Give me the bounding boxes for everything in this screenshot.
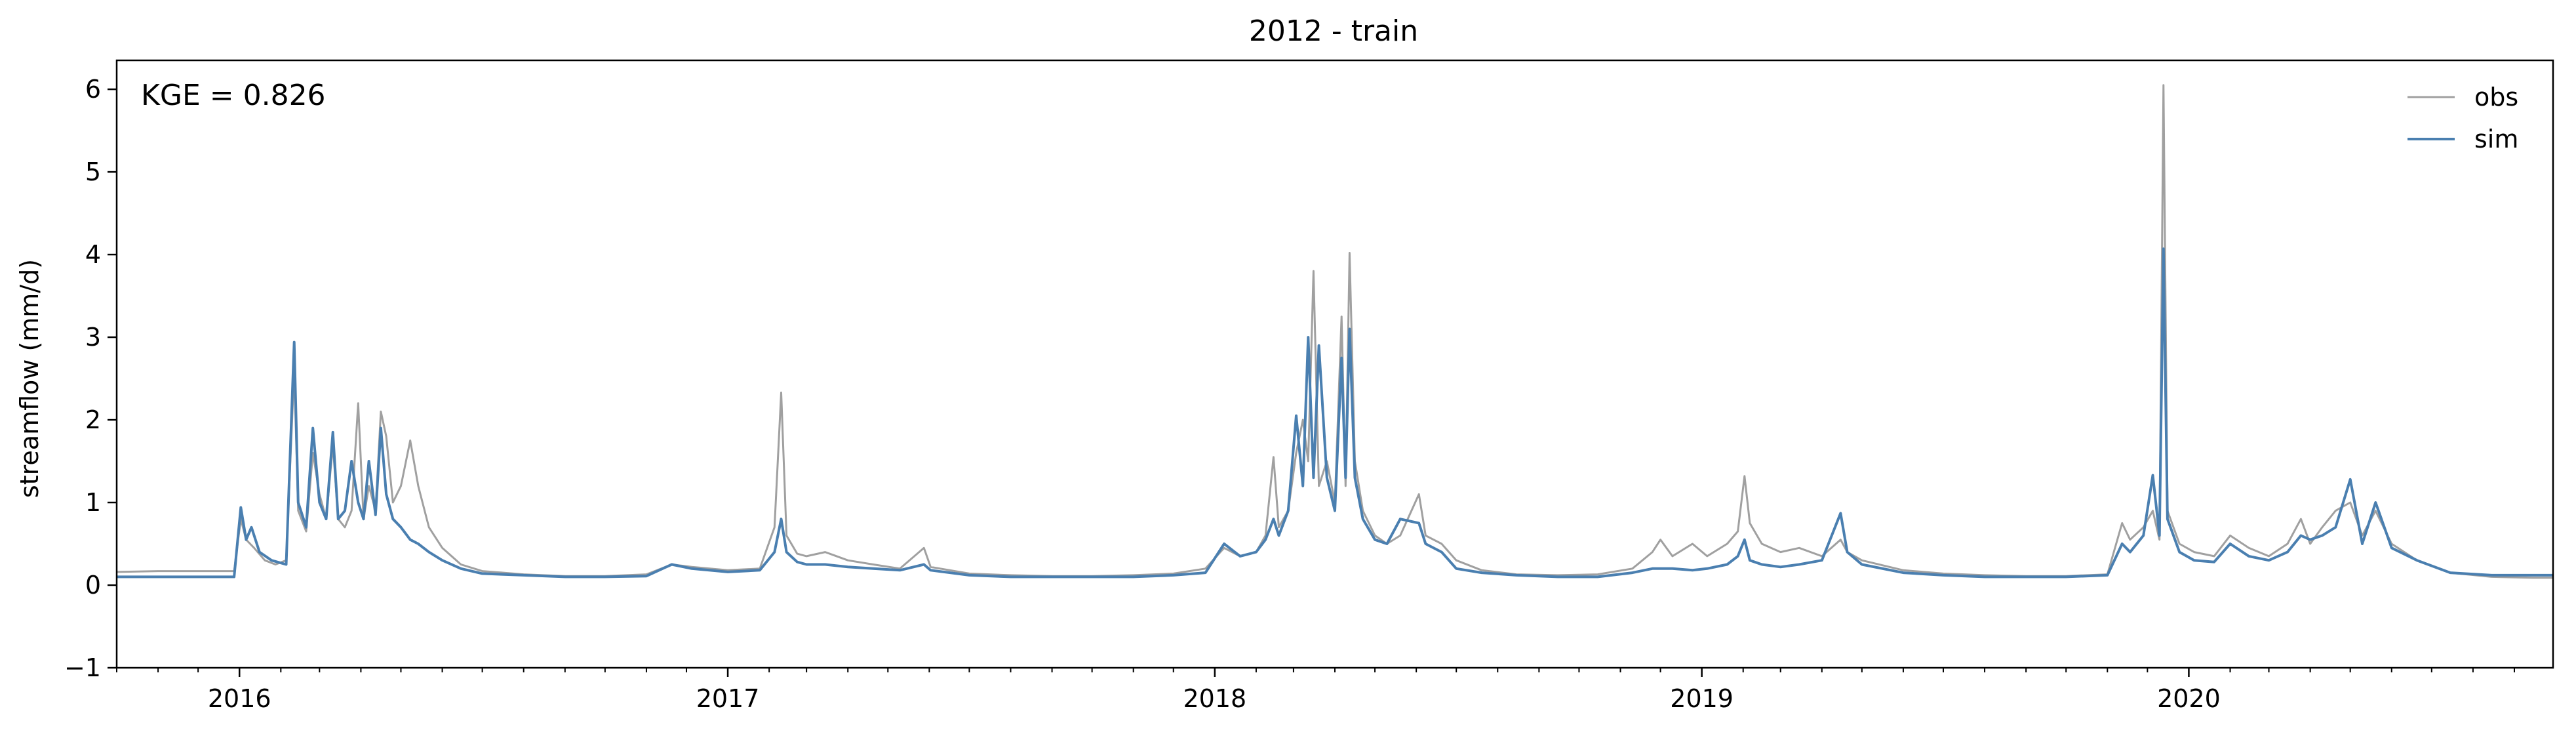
legend-label-obs: obs — [2474, 83, 2518, 112]
y-axis-ticks: −1 0 1 2 3 4 5 6 — [64, 75, 117, 682]
legend-label-sim: sim — [2474, 125, 2518, 153]
series-layer — [116, 84, 2553, 579]
kge-annotation: KGE = 0.826 — [141, 79, 326, 112]
x-tick-label: 2017 — [696, 684, 760, 713]
x-tick-label: 2019 — [1670, 684, 1734, 713]
x-tick-label: 2020 — [2157, 684, 2221, 713]
y-tick-label: −1 — [64, 653, 101, 682]
y-axis-label: streamflow (mm/d) — [15, 259, 44, 498]
y-tick-label: 1 — [85, 488, 101, 517]
plot-frame — [115, 59, 2554, 669]
legend: obs sim — [2408, 83, 2518, 153]
y-tick-label: 5 — [85, 157, 101, 186]
chart-title: 2012 - train — [1249, 14, 1418, 48]
y-tick-label: 3 — [85, 323, 101, 352]
x-tick-label: 2018 — [1183, 684, 1246, 713]
y-tick-label: 0 — [85, 571, 101, 600]
y-tick-label: 6 — [85, 75, 101, 104]
x-tick-label: 2016 — [208, 684, 271, 713]
y-tick-label: 2 — [85, 405, 101, 434]
y-tick-label: 4 — [85, 240, 101, 269]
series-line-sim — [117, 247, 2553, 579]
x-axis-ticks: 2016 2017 2018 2019 2020 — [116, 668, 2515, 713]
